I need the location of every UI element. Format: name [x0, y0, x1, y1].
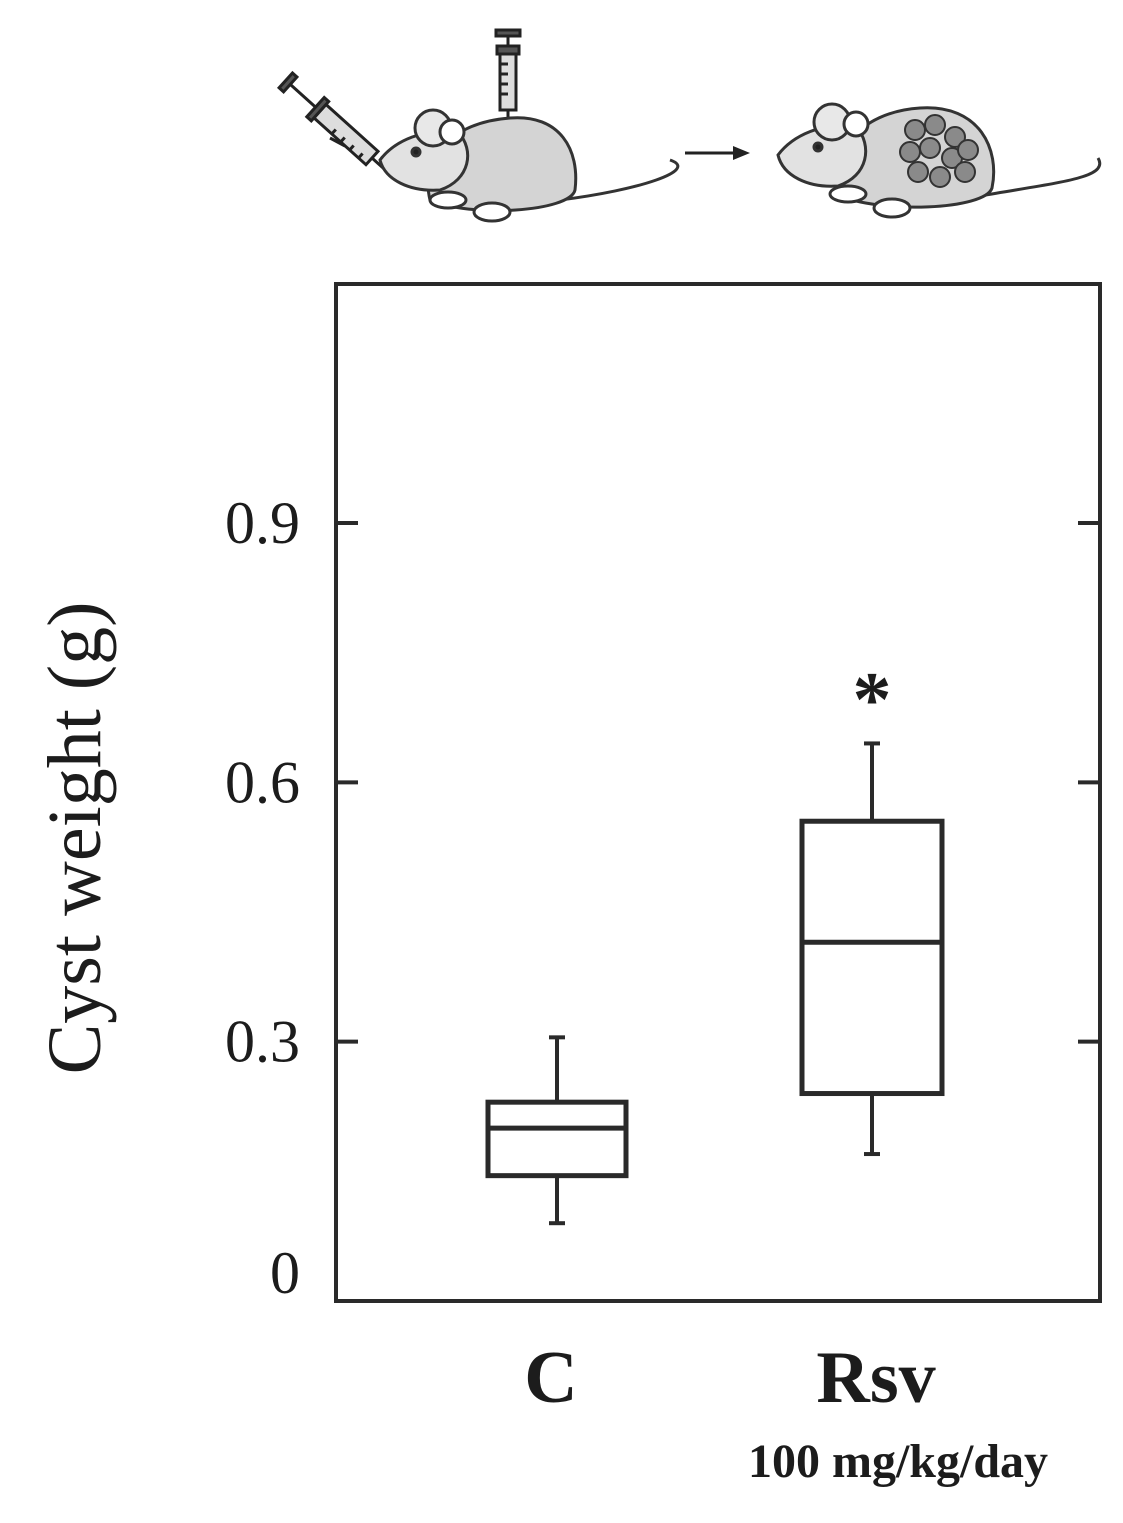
- y-tick-label: 0.9: [225, 490, 300, 556]
- category-label-rsv: Rsv: [816, 1337, 935, 1419]
- y-tick-label: 0.3: [225, 1009, 300, 1075]
- syringe-icon: [276, 70, 394, 178]
- mouse-illustration: [276, 28, 1102, 223]
- y-tick-label: 0.6: [225, 749, 300, 815]
- iqr-box: [799, 818, 945, 1097]
- y-axis-title: Cyst weight (g): [33, 602, 117, 1075]
- plot-frame: [334, 282, 1102, 1303]
- category-label-c: C: [524, 1337, 577, 1419]
- box-c: [485, 1035, 629, 1226]
- mouse-icon: [378, 108, 680, 223]
- dose-label: 100 mg/kg/day: [748, 1435, 1048, 1488]
- significance-marker: *: [853, 655, 892, 742]
- arrow-icon: [685, 146, 750, 160]
- box-series: *: [485, 655, 945, 1226]
- cysts: [899, 114, 979, 188]
- box-rsv: *: [799, 655, 945, 1157]
- iqr-box: [485, 1099, 629, 1179]
- y-axis-ticks: 0.9 0.6 0.3 0: [225, 490, 1100, 1306]
- y-tick-label: 0: [270, 1240, 300, 1306]
- mouse-with-cysts-icon: [776, 102, 1102, 219]
